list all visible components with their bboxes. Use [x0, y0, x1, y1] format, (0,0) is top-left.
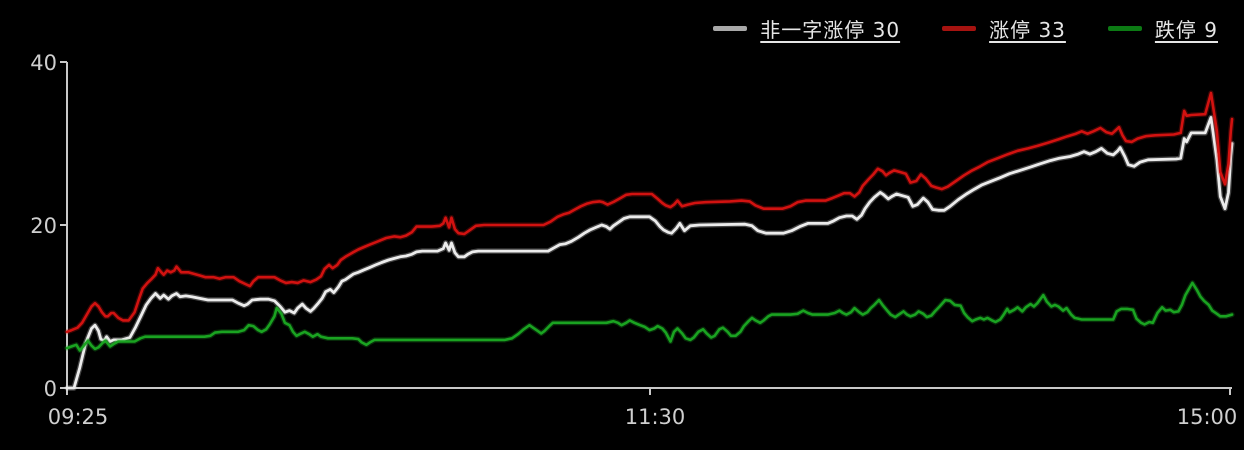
series-line-die-ting: [65, 281, 1234, 352]
legend-item-zhang-ting[interactable]: 涨停 33: [942, 14, 1066, 43]
legend-label-fei-yi-zi-zhang-ting: 非一字涨停 30: [760, 18, 901, 42]
series-glow-zhang-ting: [64, 90, 1235, 335]
legend-item-fei-yi-zi-zhang-ting[interactable]: 非一字涨停 30: [713, 14, 900, 43]
green-line-swatch-icon: [1107, 26, 1142, 31]
y-label-40: 40: [30, 51, 57, 75]
x-label-1500: 15:00: [1177, 405, 1238, 429]
x-label-1130: 11:30: [625, 405, 686, 429]
y-label-0: 0: [44, 377, 57, 401]
series-line-zhang-ting: [65, 91, 1234, 334]
legend-label-die-ting: 跌停 9: [1154, 18, 1218, 42]
x-label-0925: 09:25: [48, 405, 109, 429]
legend-item-die-ting[interactable]: 跌停 9: [1107, 14, 1218, 43]
gray-line-swatch-icon: [713, 26, 748, 31]
y-label-20: 20: [30, 214, 57, 238]
red-line-swatch-icon: [942, 26, 977, 31]
legend-label-zhang-ting: 涨停 33: [989, 18, 1066, 42]
series-glow-die-ting: [64, 280, 1235, 354]
axis-lines: [66, 62, 1232, 389]
series-line-fei-yi-zi-zhang-ting: [65, 116, 1234, 390]
series-layer: [64, 90, 1235, 391]
chart-legend: 非一字涨停 30 涨停 33 跌停 9: [713, 14, 1218, 43]
